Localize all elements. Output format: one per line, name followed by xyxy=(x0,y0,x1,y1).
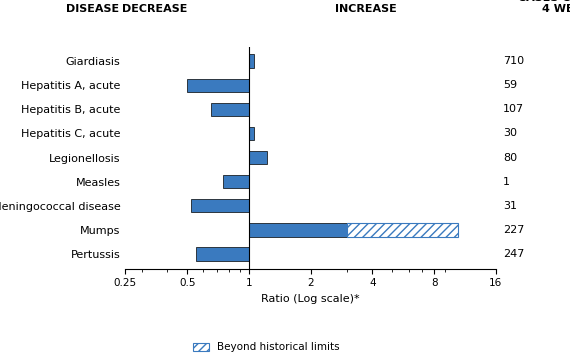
Bar xyxy=(196,247,249,261)
Legend: Beyond historical limits: Beyond historical limits xyxy=(189,338,344,357)
Text: 59: 59 xyxy=(503,80,517,90)
Bar xyxy=(249,151,267,164)
Bar xyxy=(190,199,249,212)
Text: 1: 1 xyxy=(503,176,510,187)
Text: INCREASE: INCREASE xyxy=(335,4,397,14)
Text: 31: 31 xyxy=(503,201,517,211)
Bar xyxy=(210,103,249,116)
Text: 107: 107 xyxy=(503,104,524,114)
Text: 30: 30 xyxy=(503,129,517,139)
Bar xyxy=(249,127,254,140)
Text: 247: 247 xyxy=(503,249,524,259)
Text: 710: 710 xyxy=(503,56,524,66)
Bar xyxy=(187,78,249,92)
Bar xyxy=(249,223,347,237)
Bar xyxy=(347,223,458,237)
Text: 227: 227 xyxy=(503,225,524,235)
Text: 80: 80 xyxy=(503,153,517,163)
Text: DECREASE: DECREASE xyxy=(123,4,188,14)
Text: DISEASE: DISEASE xyxy=(66,4,119,14)
Bar xyxy=(249,54,254,68)
Text: CASES CURRENT
4 WEEKS: CASES CURRENT 4 WEEKS xyxy=(519,0,570,14)
X-axis label: Ratio (Log scale)*: Ratio (Log scale)* xyxy=(261,294,360,304)
Bar xyxy=(223,175,249,188)
